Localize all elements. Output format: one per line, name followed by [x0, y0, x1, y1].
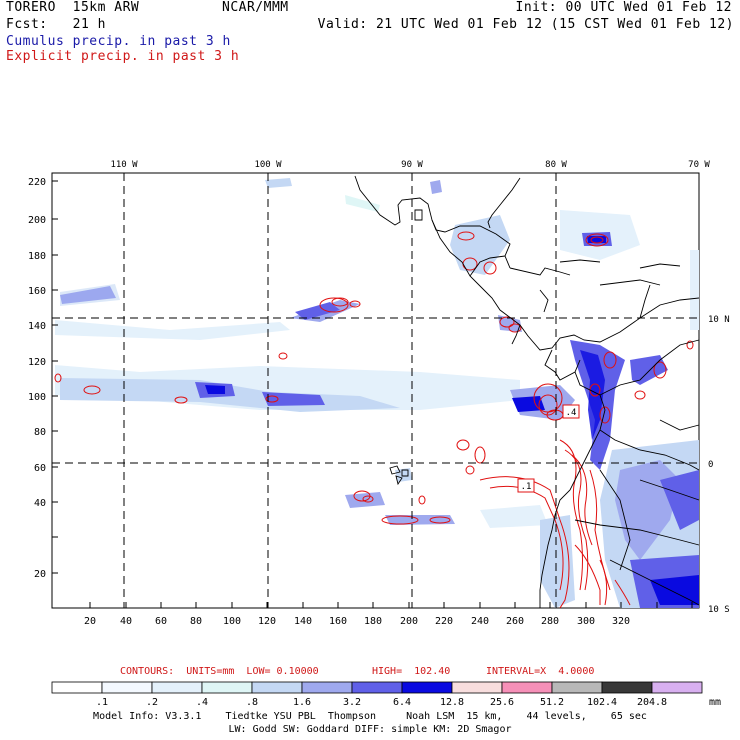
lat-label-10n: 10 N	[708, 315, 730, 325]
scale-label: 1.6	[292, 697, 312, 708]
scale-swatch	[351, 681, 403, 694]
x-tick-label: 120	[258, 616, 276, 627]
init-time: Init: 00 UTC Wed 01 Feb 12	[515, 0, 732, 15]
explicit-precip-max-labels: .4 .1	[517, 404, 580, 493]
x-tick-label: 60	[155, 616, 167, 627]
scale-swatch	[251, 681, 303, 694]
scale-swatch	[651, 681, 703, 694]
lon-label-80w: 80 W	[545, 160, 567, 170]
x-tick-label: 220	[435, 616, 453, 627]
scale-swatch	[601, 681, 653, 694]
scale-label: 204.8	[636, 697, 668, 708]
scale-label: 102.4	[586, 697, 618, 708]
center-title: NCAR/MMM	[222, 0, 289, 15]
lon-label-110w: 110 W	[110, 160, 138, 170]
scale-label: 51.2	[539, 697, 565, 708]
explicit-precip-contours	[54, 231, 694, 609]
scale-label: 6.4	[392, 697, 412, 708]
y-tick-label: 200	[28, 215, 46, 226]
lon-label-100w: 100 W	[254, 160, 282, 170]
scale-swatch	[551, 681, 603, 694]
color-scale-bar	[51, 681, 703, 694]
x-tick-label: 100	[223, 616, 241, 627]
scale-label: .2	[145, 697, 159, 708]
model-title: TORERO 15km ARW	[6, 0, 140, 15]
x-tick-label: 260	[506, 616, 524, 627]
x-tick-label: 140	[294, 616, 312, 627]
scale-swatch	[201, 681, 253, 694]
contour-high: HIGH= 102.40	[372, 666, 451, 677]
lon-label-90w: 90 W	[401, 160, 423, 170]
y-tick-label: 20	[34, 569, 46, 580]
y-tick-label: 100	[28, 392, 46, 403]
scale-swatch	[401, 681, 453, 694]
lon-label-70w: 70 W	[688, 160, 710, 170]
lat-label-0: 0	[708, 460, 713, 470]
scale-label: 3.2	[342, 697, 362, 708]
scale-label: .8	[245, 697, 259, 708]
y-tick-label: 220	[28, 177, 46, 188]
cumulus-precip-shading	[55, 178, 699, 608]
scale-unit: mm	[708, 697, 722, 708]
contour-interval: INTERVAL=X 4.0000	[486, 666, 595, 677]
contour-info: CONTOURS: UNITS=mm LOW= 0.10000	[120, 666, 319, 677]
scale-label: .4	[195, 697, 209, 708]
x-tick-label: 20	[84, 616, 96, 627]
y-tick-label: 80	[34, 427, 46, 438]
lat-label-10s: 10 S	[708, 605, 730, 615]
map-frame	[51, 172, 700, 609]
x-tick-label: 200	[400, 616, 418, 627]
scale-swatch	[51, 681, 103, 694]
y-tick-label: 120	[28, 357, 46, 368]
field-cumulus-label: Cumulus precip. in past 3 h	[6, 34, 231, 49]
valid-time: Valid: 21 UTC Wed 01 Feb 12 (15 CST Wed …	[317, 17, 734, 32]
x-tick-label: 300	[577, 616, 595, 627]
scale-swatch	[501, 681, 553, 694]
x-tick-label: 280	[541, 616, 559, 627]
max-label-1: .1	[521, 482, 532, 492]
lat-lon-grid	[52, 173, 699, 608]
max-label-0: .4	[566, 408, 577, 418]
y-tick-label: 160	[28, 286, 46, 297]
scale-label: .1	[95, 697, 109, 708]
scale-swatch	[451, 681, 503, 694]
x-tick-label: 160	[329, 616, 347, 627]
scale-label: 25.6	[489, 697, 515, 708]
field-explicit-label: Explicit precip. in past 3 h	[6, 49, 240, 64]
scale-label: 12.8	[439, 697, 465, 708]
model-info-line2: LW: Godd SW: Goddard DIFF: simple KM: 2D…	[228, 724, 512, 735]
scale-swatch	[101, 681, 153, 694]
x-tick-label: 320	[612, 616, 630, 627]
y-tick-label: 180	[28, 251, 46, 262]
x-tick-label: 180	[364, 616, 382, 627]
scale-swatch	[151, 681, 203, 694]
coastlines	[354, 175, 700, 608]
y-tick-label: 60	[34, 463, 46, 474]
x-tick-label: 240	[471, 616, 489, 627]
x-tick-label: 80	[190, 616, 202, 627]
y-tick-label: 140	[28, 321, 46, 332]
x-tick-label: 40	[120, 616, 132, 627]
forecast-hour: Fcst: 21 h	[6, 17, 106, 32]
scale-swatch	[301, 681, 353, 694]
y-tick-label: 40	[34, 498, 46, 509]
model-info-line1: Model Info: V3.3.1 Tiedtke YSU PBL Thomp…	[93, 711, 647, 722]
axis-ticks	[52, 180, 693, 608]
